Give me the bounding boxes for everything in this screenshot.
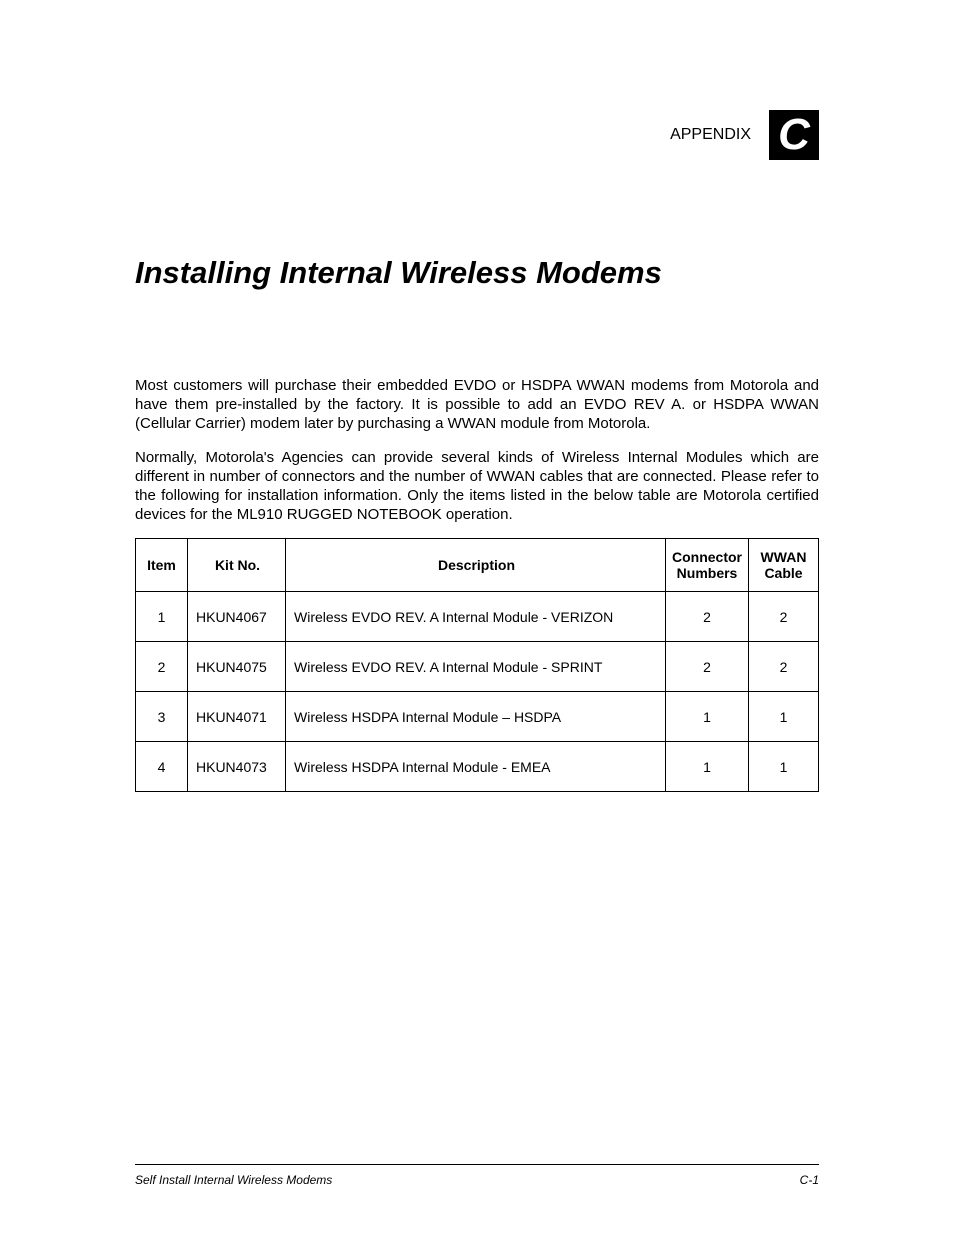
table-row: 2 HKUN4075 Wireless EVDO REV. A Internal…	[136, 642, 819, 692]
cell-item: 3	[136, 692, 188, 742]
cell-description: Wireless EVDO REV. A Internal Module - V…	[286, 592, 666, 642]
cell-wwan: 2	[749, 592, 819, 642]
cell-connector: 1	[666, 692, 749, 742]
footer-row: Self Install Internal Wireless Modems C-…	[135, 1173, 819, 1187]
table-row: 4 HKUN4073 Wireless HSDPA Internal Modul…	[136, 742, 819, 792]
cell-connector: 1	[666, 742, 749, 792]
footer-divider	[135, 1164, 819, 1165]
cell-kit: HKUN4071	[188, 692, 286, 742]
cell-description: Wireless HSDPA Internal Module – HSDPA	[286, 692, 666, 742]
intro-paragraph-2: Normally, Motorola's Agencies can provid…	[135, 448, 819, 525]
cell-connector: 2	[666, 642, 749, 692]
cell-description: Wireless EVDO REV. A Internal Module - S…	[286, 642, 666, 692]
col-header-item: Item	[136, 539, 188, 592]
cell-description: Wireless HSDPA Internal Module - EMEA	[286, 742, 666, 792]
cell-item: 4	[136, 742, 188, 792]
intro-paragraph-1: Most customers will purchase their embed…	[135, 376, 819, 434]
cell-connector: 2	[666, 592, 749, 642]
footer-left-text: Self Install Internal Wireless Modems	[135, 1173, 332, 1187]
appendix-letter-box: C	[769, 110, 819, 160]
cell-wwan: 1	[749, 692, 819, 742]
table-header-row: Item Kit No. Description Connector Numbe…	[136, 539, 819, 592]
col-header-kit: Kit No.	[188, 539, 286, 592]
footer-page-number: C-1	[800, 1173, 819, 1187]
cell-kit: HKUN4073	[188, 742, 286, 792]
cell-wwan: 2	[749, 642, 819, 692]
cell-item: 1	[136, 592, 188, 642]
page-title: Installing Internal Wireless Modems	[135, 255, 819, 291]
col-header-wwan: WWAN Cable	[749, 539, 819, 592]
cell-wwan: 1	[749, 742, 819, 792]
modules-table: Item Kit No. Description Connector Numbe…	[135, 538, 819, 792]
appendix-header: APPENDIX C	[135, 110, 819, 160]
cell-kit: HKUN4067	[188, 592, 286, 642]
col-header-description: Description	[286, 539, 666, 592]
page-footer: Self Install Internal Wireless Modems C-…	[135, 1164, 819, 1187]
table-row: 1 HKUN4067 Wireless EVDO REV. A Internal…	[136, 592, 819, 642]
appendix-letter: C	[778, 110, 810, 160]
col-header-connector: Connector Numbers	[666, 539, 749, 592]
cell-item: 2	[136, 642, 188, 692]
appendix-label: APPENDIX	[670, 126, 751, 144]
table-row: 3 HKUN4071 Wireless HSDPA Internal Modul…	[136, 692, 819, 742]
cell-kit: HKUN4075	[188, 642, 286, 692]
